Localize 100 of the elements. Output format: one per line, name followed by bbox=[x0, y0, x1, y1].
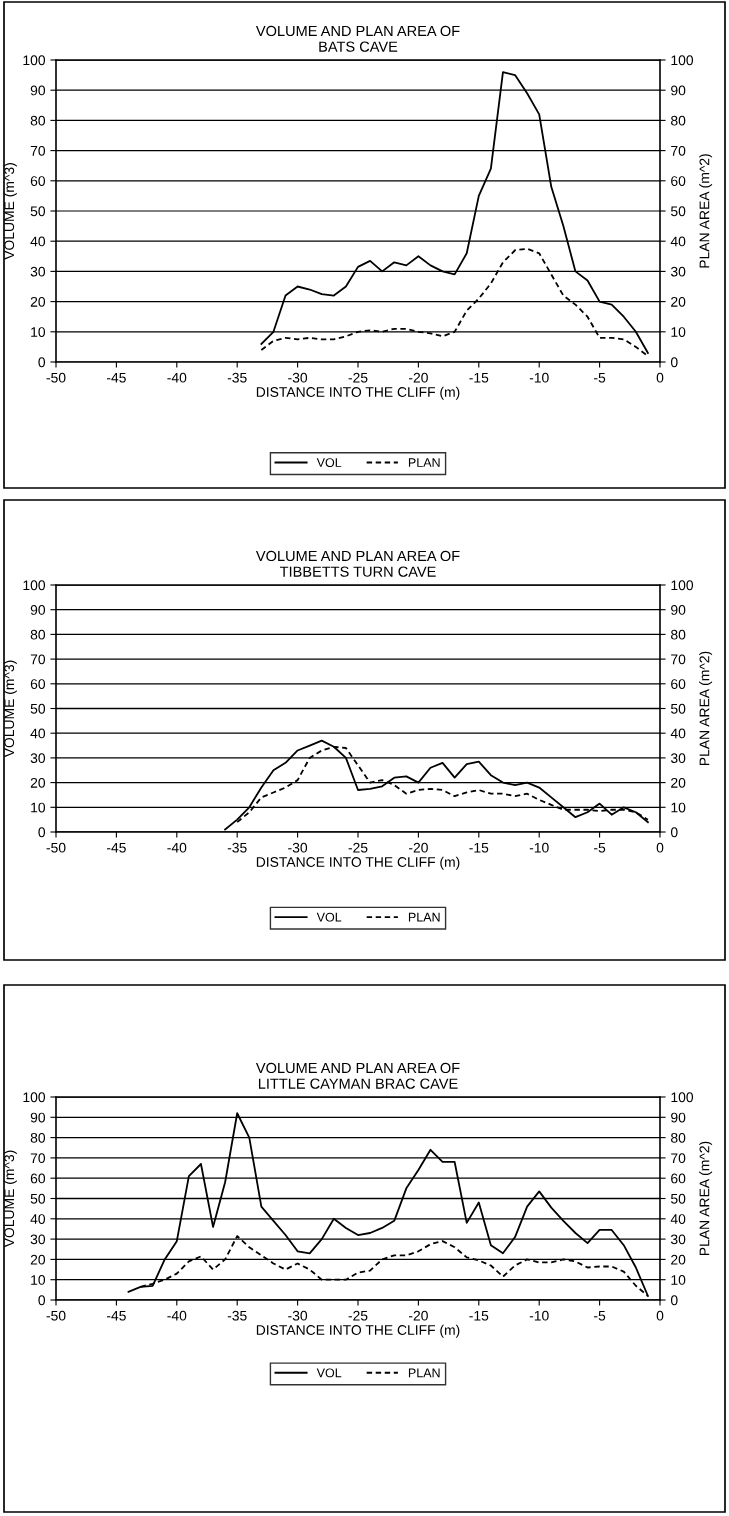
y2-tick-label: 100 bbox=[671, 55, 694, 66]
y-tick-label: 20 bbox=[30, 777, 46, 788]
y-tick-label: 0 bbox=[38, 357, 46, 368]
x-tick-label: -10 bbox=[529, 842, 549, 853]
x-tick-label: -10 bbox=[529, 1310, 549, 1321]
y2-tick-label: 0 bbox=[670, 357, 678, 368]
y-tick-label: 20 bbox=[30, 296, 46, 307]
y2-tick-label: 50 bbox=[670, 206, 686, 217]
y2-tick-label: 80 bbox=[671, 1132, 686, 1143]
x-tick-label: -35 bbox=[227, 1310, 247, 1321]
chart-title: VOLUME AND PLAN AREA OF LITTLE CAYMAN BRAC CAVE bbox=[255, 1062, 460, 1089]
y2-tick-label: 40 bbox=[670, 236, 686, 247]
x-tick-label: -45 bbox=[106, 842, 126, 853]
x-tick-label: -35 bbox=[227, 842, 247, 853]
y-tick-label: 100 bbox=[23, 1092, 46, 1103]
y2-tick-label: 80 bbox=[671, 115, 686, 126]
y-tick-label: 70 bbox=[30, 145, 46, 156]
y2-tick-label: 50 bbox=[670, 1193, 686, 1204]
y-tick-label: 90 bbox=[30, 85, 46, 96]
x-tick-label: -35 bbox=[227, 372, 247, 383]
y-tick-label: 10 bbox=[31, 1275, 46, 1285]
x-tick-label: -25 bbox=[348, 842, 368, 853]
y2-tick-label: 30 bbox=[670, 266, 686, 277]
y2-tick-label: 10 bbox=[671, 802, 686, 813]
x-tick-label: -20 bbox=[408, 842, 428, 853]
y-tick-label: 100 bbox=[23, 580, 46, 591]
x-tick-label: -40 bbox=[167, 842, 187, 853]
x-tick-label: -25 bbox=[348, 372, 368, 383]
legend-label: VOL bbox=[316, 1368, 342, 1378]
x-tick-label: -30 bbox=[288, 842, 308, 853]
y2-tick-label: 20 bbox=[671, 777, 686, 788]
x-tick-label: -40 bbox=[167, 1310, 187, 1321]
x-axis-title: DISTANCE INTO THE CLIFF (m) bbox=[256, 386, 460, 400]
y-tick-label: 90 bbox=[30, 1112, 46, 1123]
y-tick-label: 40 bbox=[30, 236, 46, 247]
legend-label: VOL bbox=[316, 912, 342, 922]
y-tick-label: 60 bbox=[30, 176, 46, 186]
x-tick-label: -50 bbox=[46, 1310, 66, 1321]
y-tick-label: 10 bbox=[31, 327, 46, 337]
y2-tick-label: 70 bbox=[671, 654, 686, 665]
x-tick-label: -45 bbox=[106, 1310, 126, 1321]
y-tick-label: 30 bbox=[30, 266, 46, 277]
y-tick-label: 30 bbox=[30, 753, 46, 764]
y-tick-label: 0 bbox=[38, 1295, 46, 1306]
chart-title: VOLUME AND PLAN AREA OF BATS CAVE bbox=[255, 25, 460, 52]
y-tick-label: 50 bbox=[30, 1193, 46, 1204]
y2-tick-label: 40 bbox=[670, 728, 686, 739]
y-tick-label: 90 bbox=[30, 605, 46, 615]
y-tick-label: 30 bbox=[30, 1234, 46, 1245]
x-tick-label: -5 bbox=[594, 372, 606, 383]
y-tick-label: 80 bbox=[30, 115, 46, 126]
x-tick-label: -30 bbox=[288, 372, 308, 383]
y-tick-label: 10 bbox=[31, 802, 46, 813]
y2-tick-label: 100 bbox=[671, 1092, 694, 1103]
legend-label: PLAN bbox=[408, 458, 440, 467]
y-tick-label: 20 bbox=[30, 1254, 46, 1265]
x-tick-label: -5 bbox=[594, 842, 606, 853]
y2-tick-label: 40 bbox=[670, 1214, 686, 1224]
legend-label: PLAN bbox=[408, 1368, 440, 1378]
y-tick-label: 60 bbox=[30, 679, 46, 689]
y-tick-label: 70 bbox=[30, 1153, 46, 1164]
y-tick-label: 70 bbox=[30, 654, 46, 665]
y-axis-title: VOLUME (m^3) bbox=[3, 1150, 17, 1248]
y2-tick-label: 90 bbox=[671, 85, 686, 96]
y2-axis-title: PLAN AREA (m^2) bbox=[699, 1141, 713, 1256]
x-tick-label: -50 bbox=[46, 842, 66, 853]
y2-tick-label: 70 bbox=[671, 145, 686, 156]
x-tick-label: -15 bbox=[469, 1310, 489, 1321]
y-tick-label: 80 bbox=[30, 1132, 46, 1143]
x-tick-label: -15 bbox=[469, 842, 489, 853]
y2-tick-label: 70 bbox=[671, 1153, 686, 1164]
x-tick-label: -50 bbox=[46, 372, 66, 383]
y2-tick-label: 60 bbox=[671, 1173, 686, 1184]
x-tick-label: -45 bbox=[106, 372, 126, 383]
y2-tick-label: 10 bbox=[671, 1275, 686, 1285]
y2-tick-label: 30 bbox=[670, 753, 686, 764]
x-tick-label: -20 bbox=[408, 1310, 428, 1321]
x-tick-label: -30 bbox=[288, 1310, 308, 1321]
y2-tick-label: 80 bbox=[671, 629, 686, 640]
x-tick-label: 0 bbox=[656, 1310, 664, 1321]
x-tick-label: -5 bbox=[594, 1310, 606, 1321]
y-axis-title: VOLUME (m^3) bbox=[3, 660, 17, 758]
y2-tick-label: 0 bbox=[670, 827, 678, 838]
y2-tick-label: 30 bbox=[670, 1234, 686, 1245]
x-tick-label: -40 bbox=[167, 372, 187, 383]
x-tick-label: 0 bbox=[656, 842, 664, 853]
y2-axis-title: PLAN AREA (m^2) bbox=[699, 154, 713, 268]
y-tick-label: 80 bbox=[30, 629, 46, 640]
x-tick-label: -25 bbox=[348, 1310, 368, 1321]
y2-tick-label: 20 bbox=[671, 296, 686, 307]
y2-tick-label: 50 bbox=[670, 703, 686, 714]
y-tick-label: 60 bbox=[30, 1173, 46, 1184]
y2-axis-title: PLAN AREA (m^2) bbox=[699, 651, 713, 766]
x-tick-label: -20 bbox=[408, 372, 428, 383]
y2-tick-label: 10 bbox=[671, 327, 686, 337]
y2-tick-label: 90 bbox=[671, 605, 686, 615]
legend-label: PLAN bbox=[408, 912, 440, 922]
y2-tick-label: 90 bbox=[671, 1112, 686, 1123]
y-tick-label: 100 bbox=[23, 55, 46, 66]
x-axis-title: DISTANCE INTO THE CLIFF (m) bbox=[256, 856, 460, 870]
